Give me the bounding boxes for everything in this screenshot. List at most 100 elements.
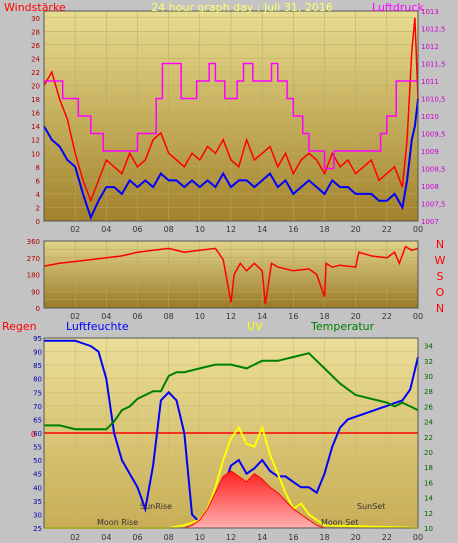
wind-series-line xyxy=(43,98,419,221)
sunrise-label: SunRise xyxy=(140,502,172,511)
wind-x-tick-label: 16 xyxy=(288,225,298,234)
wind-tick-label: 26 xyxy=(31,42,40,50)
climate-x-tick-label: 00 xyxy=(413,533,423,542)
temperature-tick-label: 32 xyxy=(424,358,433,366)
pressure-tick-label: 1009 xyxy=(421,148,439,156)
moonrise-label: Moon Rise xyxy=(97,518,138,527)
humidity-tick-label: 70 xyxy=(33,403,42,411)
wind-tick-label: 22 xyxy=(31,69,40,77)
climate-x-tick-label: 08 xyxy=(164,533,174,542)
direction-tick-label: 180 xyxy=(27,272,40,280)
wind-tick-label: 8 xyxy=(36,164,40,172)
wind-tick-label: 10 xyxy=(31,150,40,158)
direction-x-tick-label: 14 xyxy=(257,312,267,321)
wind-series-line xyxy=(43,17,419,203)
direction-panel-frame xyxy=(43,240,419,309)
wind-chart-title: 24 hour graph day : Juli 31, 2016 xyxy=(151,1,333,14)
humidity-tick-label: 80 xyxy=(33,376,42,384)
direction-x-tick-label: 20 xyxy=(351,312,361,321)
wind-x-tick-label: 12 xyxy=(226,225,236,234)
direction-x-tick-label: 02 xyxy=(70,312,80,321)
temperature-tick-label: 12 xyxy=(424,510,433,518)
wind-x-tick-label: 22 xyxy=(382,225,392,234)
uv-label: UV xyxy=(247,320,263,333)
direction-x-tick-label: 16 xyxy=(288,312,298,321)
wind-tick-label: 30 xyxy=(31,15,40,23)
direction-tick-label: 270 xyxy=(27,255,40,263)
pressure-tick-label: 1010 xyxy=(421,113,439,121)
temperatur-label: Temperatur xyxy=(310,320,375,333)
temperature-tick-label: 18 xyxy=(424,464,433,472)
wind-x-tick-label: 10 xyxy=(195,225,205,234)
wind-x-tick-label: 20 xyxy=(351,225,361,234)
humidity-tick-label: 75 xyxy=(33,389,42,397)
climate-x-tick-label: 14 xyxy=(257,533,267,542)
humidity-tick-label: 40 xyxy=(33,484,42,492)
wind-x-tick-label: 18 xyxy=(319,225,329,234)
direction-x-tick-label: 22 xyxy=(382,312,392,321)
wind-x-tick-label: 00 xyxy=(413,225,423,234)
climate-x-tick-label: 20 xyxy=(351,533,361,542)
humidity-axis-ticks: 25 30 35 40 45 50 55 60 65 70 75 80 85 90 95 xyxy=(33,335,42,533)
direction-x-tick-label: 00 xyxy=(413,312,423,321)
direction-tick-label: 360 xyxy=(27,238,40,246)
wind-tick-label: 16 xyxy=(31,110,40,118)
climate-x-tick-label: 10 xyxy=(195,533,205,542)
pressure-tick-label: 1012 xyxy=(421,43,439,51)
humidity-tick-label: 95 xyxy=(33,335,42,343)
pressure-axis-ticks: 1007 1007,5 1008 1008,5 1009 1009,5 1010 1010,5… xyxy=(421,8,446,226)
humidity-tick-label: 55 xyxy=(33,444,42,452)
climate-x-tick-label: 02 xyxy=(70,533,80,542)
temperature-tick-label: 10 xyxy=(424,525,433,533)
climate-panel-series xyxy=(44,339,419,529)
compass-label: W xyxy=(435,254,446,267)
temperature-tick-label: 20 xyxy=(424,449,433,457)
direction-x-tick-label: 06 xyxy=(132,312,142,321)
direction-x-tick-label: 04 xyxy=(101,312,111,321)
climate-x-tick-label: 16 xyxy=(288,533,298,542)
climate-panel-frame xyxy=(43,337,419,529)
climate-x-tick-label: 12 xyxy=(226,533,236,542)
temperature-tick-label: 30 xyxy=(424,373,433,381)
wind-series-line xyxy=(44,62,418,170)
wind-tick-label: 18 xyxy=(31,96,40,104)
temperature-tick-label: 14 xyxy=(424,495,433,503)
wind-tick-label: 14 xyxy=(31,123,40,131)
temperature-tick-label: 26 xyxy=(424,403,433,411)
humidity-tick-label: 35 xyxy=(33,498,42,506)
wind-x-tick-label: 04 xyxy=(101,225,111,234)
temperature-axis-ticks: 10 12 14 16 18 20 22 24 26 28 30 32 34 xyxy=(424,343,433,533)
wind-tick-label: 12 xyxy=(31,137,40,145)
luftdruck-label: Luftdruck xyxy=(372,1,424,14)
windstaerke-label: Windstärke xyxy=(4,1,66,14)
humidity-tick-label: 30 xyxy=(33,511,42,519)
humidity-tick-label: 45 xyxy=(33,471,42,479)
wind-x-tick-label: 06 xyxy=(132,225,142,234)
wind-panel-frame xyxy=(43,10,419,222)
wind-x-tick-label: 08 xyxy=(164,225,174,234)
humidity-tick-label: 65 xyxy=(33,416,42,424)
sunset-label: SunSet xyxy=(357,502,385,511)
humidity-tick-label: 85 xyxy=(33,362,42,370)
humidity-tick-label: 60 xyxy=(33,430,42,438)
luftfeuchte-label: Luftfeuchte xyxy=(66,320,129,333)
wind-tick-label: 6 xyxy=(36,177,41,185)
compass-label: N xyxy=(436,302,444,315)
wind-x-tick-label: 02 xyxy=(70,225,80,234)
pressure-tick-label: 1007 xyxy=(421,218,439,226)
wind-tick-label: 28 xyxy=(31,28,40,36)
climate-series-line xyxy=(44,352,419,431)
direction-tick-label: 0 xyxy=(36,305,40,313)
compass-label: S xyxy=(437,270,444,283)
temperature-tick-label: 16 xyxy=(424,479,433,487)
temperature-tick-label: 28 xyxy=(424,388,433,396)
temperature-tick-label: 22 xyxy=(424,434,433,442)
humidity-tick-label: 25 xyxy=(33,525,42,533)
humidity-tick-label: 90 xyxy=(33,349,42,357)
pressure-tick-label: 1012,5 xyxy=(421,26,446,34)
direction-tick-label: 90 xyxy=(31,288,40,296)
direction-x-tick-label: 08 xyxy=(164,312,174,321)
